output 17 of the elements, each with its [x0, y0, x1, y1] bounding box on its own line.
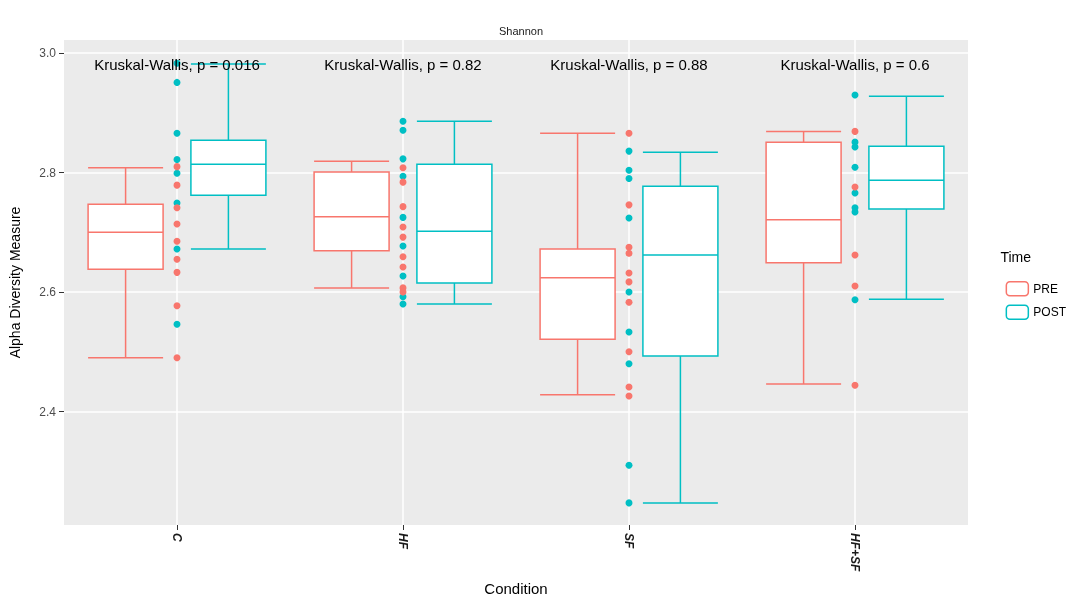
y-tick-label: 2.6 [39, 285, 57, 300]
legend-label: PRE [1033, 281, 1059, 296]
legend-label: POST [1033, 305, 1067, 320]
y-tick-label: 3.0 [39, 46, 57, 61]
x-tick-label: HF+SF [848, 533, 862, 573]
x-tick-label: HF [396, 533, 410, 550]
x-tick-label: SF [622, 533, 636, 549]
y-tick-label: 2.4 [39, 404, 57, 419]
annotation: Kruskal-Wallis, p = 0.6 [780, 55, 930, 73]
legend-title: Time [1000, 249, 1032, 265]
chart-title: Shannon [498, 24, 544, 37]
y-axis-title: Alpha Diversity Measure [7, 206, 23, 359]
y-tick-label: 2.8 [39, 165, 57, 180]
annotation: Kruskal-Wallis, p = 0.82 [324, 55, 482, 73]
annotation: Kruskal-Wallis, p = 0.88 [550, 55, 708, 73]
x-axis-title: Condition [484, 580, 548, 597]
x-tick-label: C [170, 533, 184, 542]
